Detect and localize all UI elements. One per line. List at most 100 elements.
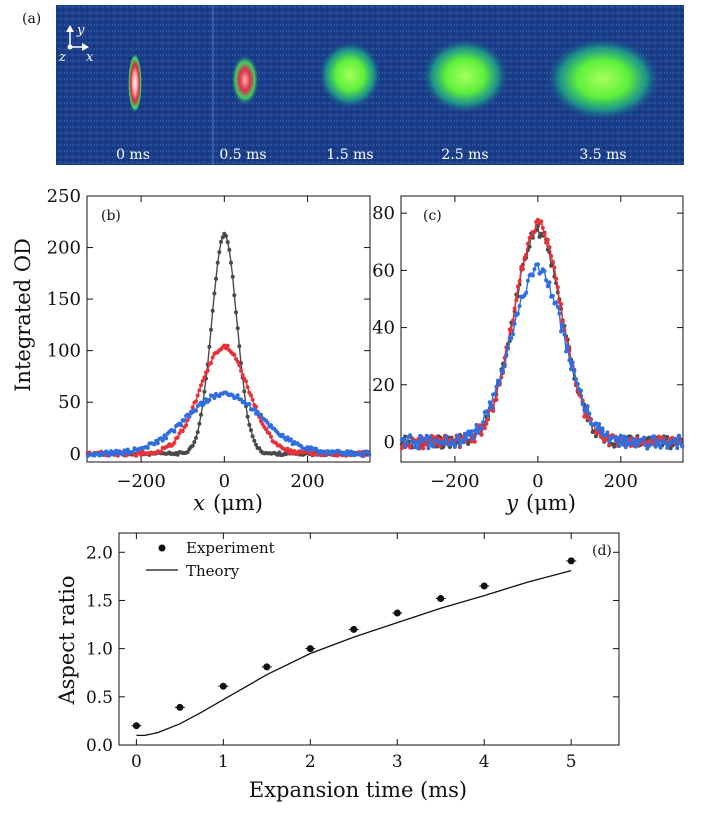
data-point: [484, 409, 489, 414]
data-point: [560, 322, 565, 327]
data-point: [235, 326, 240, 331]
chart-c-ticks: −200 0 200 0 20 40 60 80: [372, 196, 683, 492]
chart-d: 0 1 2 3 4 5 0.0 0.5 1.0 1.5 2.0 (d) Aspect ratio E…: [55, 532, 620, 802]
data-point: [595, 426, 600, 431]
data-point: [244, 379, 248, 384]
data-point: [579, 388, 583, 393]
x-tick-label: 200: [290, 471, 324, 492]
data-point: [249, 428, 253, 433]
data-point: [225, 343, 230, 348]
data-point: [542, 232, 547, 237]
data-point: [408, 445, 413, 450]
y-tick-label: 250: [47, 186, 81, 207]
data-point: [345, 449, 350, 454]
data-point: [597, 422, 602, 426]
data-point: [479, 432, 484, 437]
data-point: [549, 253, 554, 258]
data-point: [492, 392, 497, 397]
y-tick-label: 0.5: [86, 688, 113, 708]
time-label: 1.5 ms: [326, 147, 373, 163]
data-point: [617, 444, 622, 448]
y-tick-label: 2.0: [86, 543, 113, 563]
data-point: [570, 360, 575, 365]
series-line: [401, 218, 683, 450]
data-point: [107, 453, 112, 458]
data-point: [175, 435, 180, 440]
data-point: [680, 444, 685, 449]
data-point: [476, 430, 481, 435]
data-point: [182, 418, 187, 423]
data-point: [562, 332, 567, 337]
experiment-point: [219, 682, 227, 690]
y-tick-label: 200: [47, 238, 81, 259]
data-point: [249, 393, 253, 398]
data-point: [630, 441, 635, 446]
data-point: [315, 448, 320, 453]
data-point: [185, 418, 190, 422]
data-point: [232, 352, 237, 357]
data-point: [367, 452, 372, 457]
data-point: [194, 435, 198, 440]
data-point: [544, 278, 549, 283]
chart-d-panel-label: (d): [592, 543, 612, 559]
data-point: [593, 421, 598, 426]
x-tick-label: 5: [566, 752, 577, 772]
x-tick-label: 0: [131, 752, 142, 772]
data-point: [139, 452, 144, 457]
data-point: [172, 440, 177, 445]
data-point: [522, 255, 527, 260]
data-point: [360, 454, 365, 459]
data-point: [512, 306, 517, 311]
data-point: [471, 436, 476, 441]
data-point: [491, 409, 496, 413]
data-point: [520, 267, 525, 272]
data-point: [456, 433, 461, 438]
data-point: [124, 450, 129, 455]
data-point: [424, 433, 429, 438]
data-point: [414, 440, 419, 445]
data-point: [497, 381, 502, 386]
data-point: [219, 239, 223, 244]
data-point: [560, 319, 565, 324]
data-point: [305, 445, 310, 450]
data-point: [653, 444, 658, 449]
data-point: [190, 405, 195, 410]
data-point: [511, 332, 515, 337]
data-point: [535, 217, 540, 222]
data-point: [554, 300, 559, 305]
data-point: [264, 427, 268, 432]
chart-c-panel-label: (c): [423, 208, 442, 224]
data-point: [501, 369, 505, 374]
data-point: [537, 234, 542, 239]
data-point: [489, 405, 494, 410]
x-tick-label: 0: [532, 471, 543, 492]
data-point: [416, 446, 421, 451]
chart-c-frame: [400, 195, 684, 463]
data-point: [472, 428, 477, 433]
y-tick-label: 80: [372, 203, 395, 224]
data-point: [426, 446, 431, 451]
data-point: [120, 452, 125, 457]
chart-c-x-variable: y: [505, 491, 519, 515]
x-tick-label: 2: [305, 752, 316, 772]
data-point: [545, 284, 550, 289]
data-point: [559, 302, 564, 307]
data-point: [600, 426, 605, 431]
data-point: [285, 435, 290, 440]
data-point: [250, 434, 255, 439]
data-point: [656, 434, 661, 439]
data-point: [194, 399, 198, 404]
data-point: [232, 293, 237, 298]
data-point: [195, 393, 200, 398]
data-point: [605, 430, 610, 435]
chart-d-data: [131, 557, 577, 737]
experiment-point: [393, 609, 401, 617]
data-point: [307, 448, 312, 453]
data-point: [525, 241, 530, 246]
data-point: [658, 445, 663, 450]
data-point: [254, 442, 258, 447]
data-point: [454, 437, 459, 442]
data-point: [162, 433, 167, 438]
chart-b-ticks: −200 0 200 0 50 100 150 200 250: [47, 186, 370, 492]
data-point: [584, 409, 588, 414]
